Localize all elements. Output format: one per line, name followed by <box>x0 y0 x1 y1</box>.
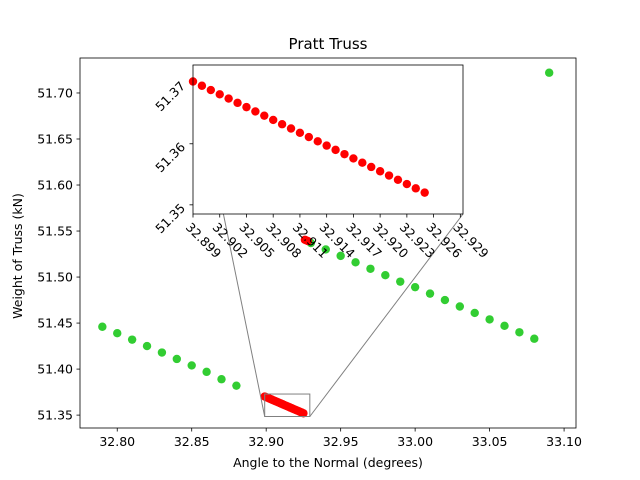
main-y-tick-label: 51.60 <box>37 178 73 193</box>
main-y-tick-label: 51.65 <box>37 131 73 146</box>
inset-data-point <box>260 111 269 120</box>
main-y-tick-label: 51.35 <box>37 408 73 423</box>
data-point-series-0 <box>172 354 182 364</box>
data-point-series-0 <box>113 328 122 338</box>
inset-data-point <box>402 179 412 189</box>
inset-data-point <box>331 145 340 155</box>
main-y-tick-label: 51.40 <box>37 362 73 377</box>
data-point-series-0 <box>515 328 524 337</box>
data-point-series-0 <box>485 315 494 324</box>
data-point-series-0 <box>440 295 450 305</box>
data-point-series-0 <box>544 68 554 77</box>
y-axis-label: Weight of Truss (kN) <box>10 193 25 319</box>
main-axes-frame <box>79 57 577 429</box>
chart-title: Pratt Truss <box>289 35 368 53</box>
inset-data-point <box>242 102 251 112</box>
inset-data-point <box>286 124 296 133</box>
main-x-tick-label: 33.00 <box>397 434 433 449</box>
data-point-series-0 <box>366 264 375 273</box>
data-point-series-0 <box>187 361 196 370</box>
inset-data-point <box>268 115 278 125</box>
main-x-tick-label: 33.05 <box>472 434 508 449</box>
data-point-series-0 <box>217 375 226 384</box>
data-point-series-0 <box>455 302 465 311</box>
inset-data-point <box>233 98 242 108</box>
main-y-tick-label: 51.45 <box>37 316 73 331</box>
inset-data-point <box>420 188 429 197</box>
data-point-series-0 <box>500 321 509 331</box>
inset-axes-frame <box>192 64 464 215</box>
inset-data-point <box>375 167 385 176</box>
inset-data-point <box>411 184 420 193</box>
inset-data-point <box>277 120 287 129</box>
main-y-tick-label: 51.55 <box>37 224 73 239</box>
inset-data-point <box>295 128 305 137</box>
data-point-series-0 <box>425 289 435 298</box>
main-x-tick-label: 33.10 <box>546 434 582 449</box>
data-point-series-0 <box>321 245 330 254</box>
x-axis-label: Angle to the Normal (degrees) <box>233 455 423 470</box>
data-point-series-0 <box>530 334 539 343</box>
zoom-indicator-box <box>264 393 311 417</box>
main-y-tick-label: 51.50 <box>37 270 73 285</box>
zoom-connector-line <box>309 213 464 417</box>
inset-plot-area: 32.89932.90232.90532.90832.91132.91432.9… <box>152 64 492 261</box>
data-point-series-0 <box>351 258 360 267</box>
inset-data-point <box>215 90 224 99</box>
inset-data-point <box>358 158 367 167</box>
data-point-series-1 <box>303 236 313 246</box>
data-point-series-0 <box>202 367 211 377</box>
inset-data-point <box>322 141 331 150</box>
data-point-series-1 <box>299 409 308 418</box>
inset-data-point <box>384 171 394 180</box>
inset-data-point <box>197 81 207 90</box>
data-point-series-0 <box>410 282 420 292</box>
data-point-series-0 <box>232 381 241 390</box>
data-point-series-0 <box>396 277 405 286</box>
data-point-series-0 <box>98 322 107 331</box>
data-point-series-0 <box>336 251 345 261</box>
inset-data-point <box>349 154 358 163</box>
inset-data-point <box>367 162 376 172</box>
inset-data-point <box>313 137 322 146</box>
main-y-tick-label: 51.70 <box>37 85 73 100</box>
data-point-series-0 <box>157 348 167 357</box>
data-point-series-0 <box>142 341 152 351</box>
main-x-tick-label: 32.90 <box>248 434 284 449</box>
data-point-series-0 <box>381 271 390 280</box>
main-x-tick-label: 32.95 <box>323 434 359 449</box>
inset-data-point <box>304 132 314 142</box>
data-point-series-0 <box>470 308 479 318</box>
data-point-series-0 <box>127 335 137 344</box>
main-x-tick-label: 32.80 <box>99 434 135 449</box>
inset-data-point <box>251 107 260 116</box>
inset-data-point <box>340 149 349 159</box>
inset-data-point <box>206 85 216 95</box>
inset-data-point <box>224 94 233 103</box>
main-x-tick-label: 32.85 <box>174 434 210 449</box>
inset-data-point <box>393 175 403 185</box>
